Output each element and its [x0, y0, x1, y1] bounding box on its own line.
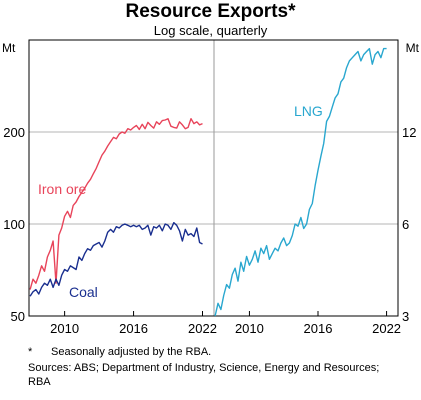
- plot-frame: [28, 39, 399, 317]
- y-tick-label-left-200: 200: [3, 125, 25, 140]
- footnote-marker: *: [28, 346, 33, 358]
- unit-label-right: Mt: [406, 41, 420, 55]
- x-tick-label-left-2016: 2016: [119, 321, 148, 336]
- x-tick-label-left-2022: 2022: [188, 321, 217, 336]
- y-tick-label-right-6: 6: [402, 217, 409, 232]
- chart-title: Resource Exports*: [125, 1, 296, 22]
- y-tick-label-left-100: 100: [3, 217, 25, 232]
- sources-note: Sources: ABS; Department of Industry, Sc…: [28, 362, 380, 388]
- x-tick-label-right-2022: 2022: [372, 321, 401, 336]
- series-label-lng: LNG: [294, 103, 323, 119]
- y-tick-label-left-50: 50: [11, 309, 25, 324]
- footnote-text: Seasonally adjusted by the RBA.: [51, 346, 212, 358]
- series-line-coal: [29, 221, 203, 297]
- series-lines: [29, 47, 387, 317]
- x-tick-label-right-2010: 2010: [235, 321, 264, 336]
- chart-subtitle: Log scale, quarterly: [153, 23, 268, 38]
- series-line-lng: [214, 47, 387, 317]
- x-tick-label-right-2016: 2016: [304, 321, 333, 336]
- series-line-iron-ore: [29, 117, 203, 290]
- series-label-coal: Coal: [69, 284, 98, 300]
- y-tick-label-right-12: 12: [402, 125, 416, 140]
- y-tick-label-right-3: 3: [402, 309, 409, 324]
- series-label-iron-ore: Iron ore: [38, 181, 86, 197]
- x-tick-label-left-2010: 2010: [50, 321, 79, 336]
- unit-label-left: Mt: [2, 41, 16, 55]
